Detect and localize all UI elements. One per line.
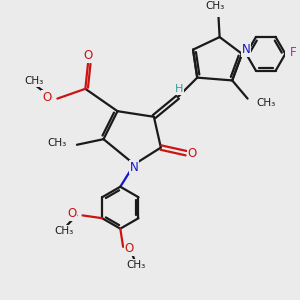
Text: O: O [124,242,134,255]
Text: O: O [42,91,51,104]
Text: CH₃: CH₃ [256,98,275,108]
Text: CH₃: CH₃ [126,260,145,270]
Text: O: O [67,208,76,220]
Text: N: N [242,43,250,56]
Text: CH₃: CH₃ [47,138,66,148]
Text: O: O [83,49,93,62]
Text: CH₃: CH₃ [206,1,225,11]
Text: F: F [290,46,296,59]
Text: O: O [188,147,197,160]
Text: CH₃: CH₃ [54,226,74,236]
Text: H: H [175,84,183,94]
Text: CH₃: CH₃ [24,76,43,86]
Text: N: N [130,160,139,174]
